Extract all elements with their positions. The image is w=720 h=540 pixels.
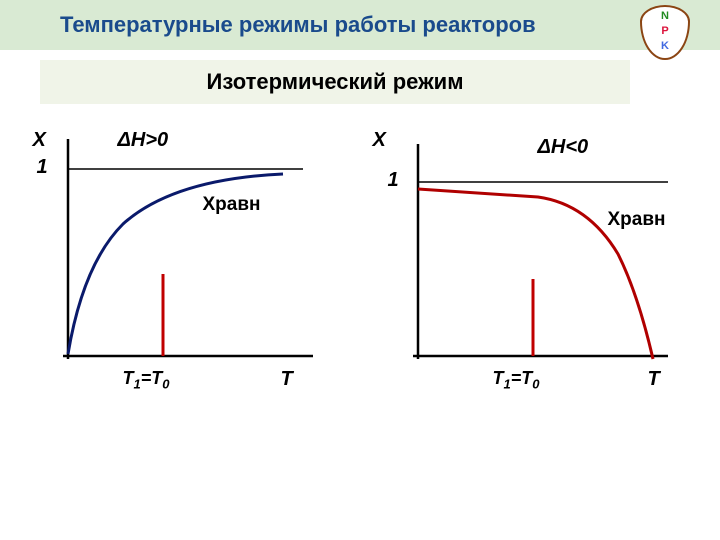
- chart1-condition: ΔН>0: [118, 129, 169, 152]
- title-bar: Температурные режимы работы реакторов N …: [0, 0, 720, 50]
- subtitle: Изотермический режим: [207, 69, 464, 95]
- logo-letter-k: K: [661, 40, 669, 52]
- chart1-svg: [23, 124, 343, 404]
- chart2-svg: [368, 124, 688, 404]
- chart-endothermic: X 1 ΔН>0 Xравн Т1=Т0 Т: [23, 124, 343, 404]
- chart2-x-label: Т: [648, 368, 660, 391]
- chart1-y-label: X: [33, 129, 46, 152]
- chart2-x-tick: Т1=Т0: [493, 368, 540, 392]
- chart1-x-tick: Т1=Т0: [123, 368, 170, 392]
- chart-exothermic: X 1 ΔН<0 Xравн Т1=Т0 Т: [368, 124, 688, 404]
- chart1-y-tick: 1: [37, 156, 48, 179]
- logo-letter-p: P: [661, 25, 668, 37]
- chart2-y-tick: 1: [388, 169, 399, 192]
- logo-letter-n: N: [661, 10, 669, 22]
- chart1-curve-label: Xравн: [203, 194, 261, 216]
- chart2-condition: ΔН<0: [538, 136, 589, 159]
- logo-badge: N P K: [640, 5, 700, 65]
- subtitle-bar: Изотермический режим: [40, 60, 630, 104]
- shield-icon: N P K: [640, 5, 690, 60]
- chart2-curve-label: Xравн: [608, 209, 666, 231]
- chart2-y-label: X: [373, 129, 386, 152]
- charts-container: X 1 ΔН>0 Xравн Т1=Т0 Т X 1 ΔН<0 Xравн Т1…: [0, 104, 720, 404]
- chart1-x-label: Т: [281, 368, 293, 391]
- page-title: Температурные режимы работы реакторов: [60, 12, 536, 38]
